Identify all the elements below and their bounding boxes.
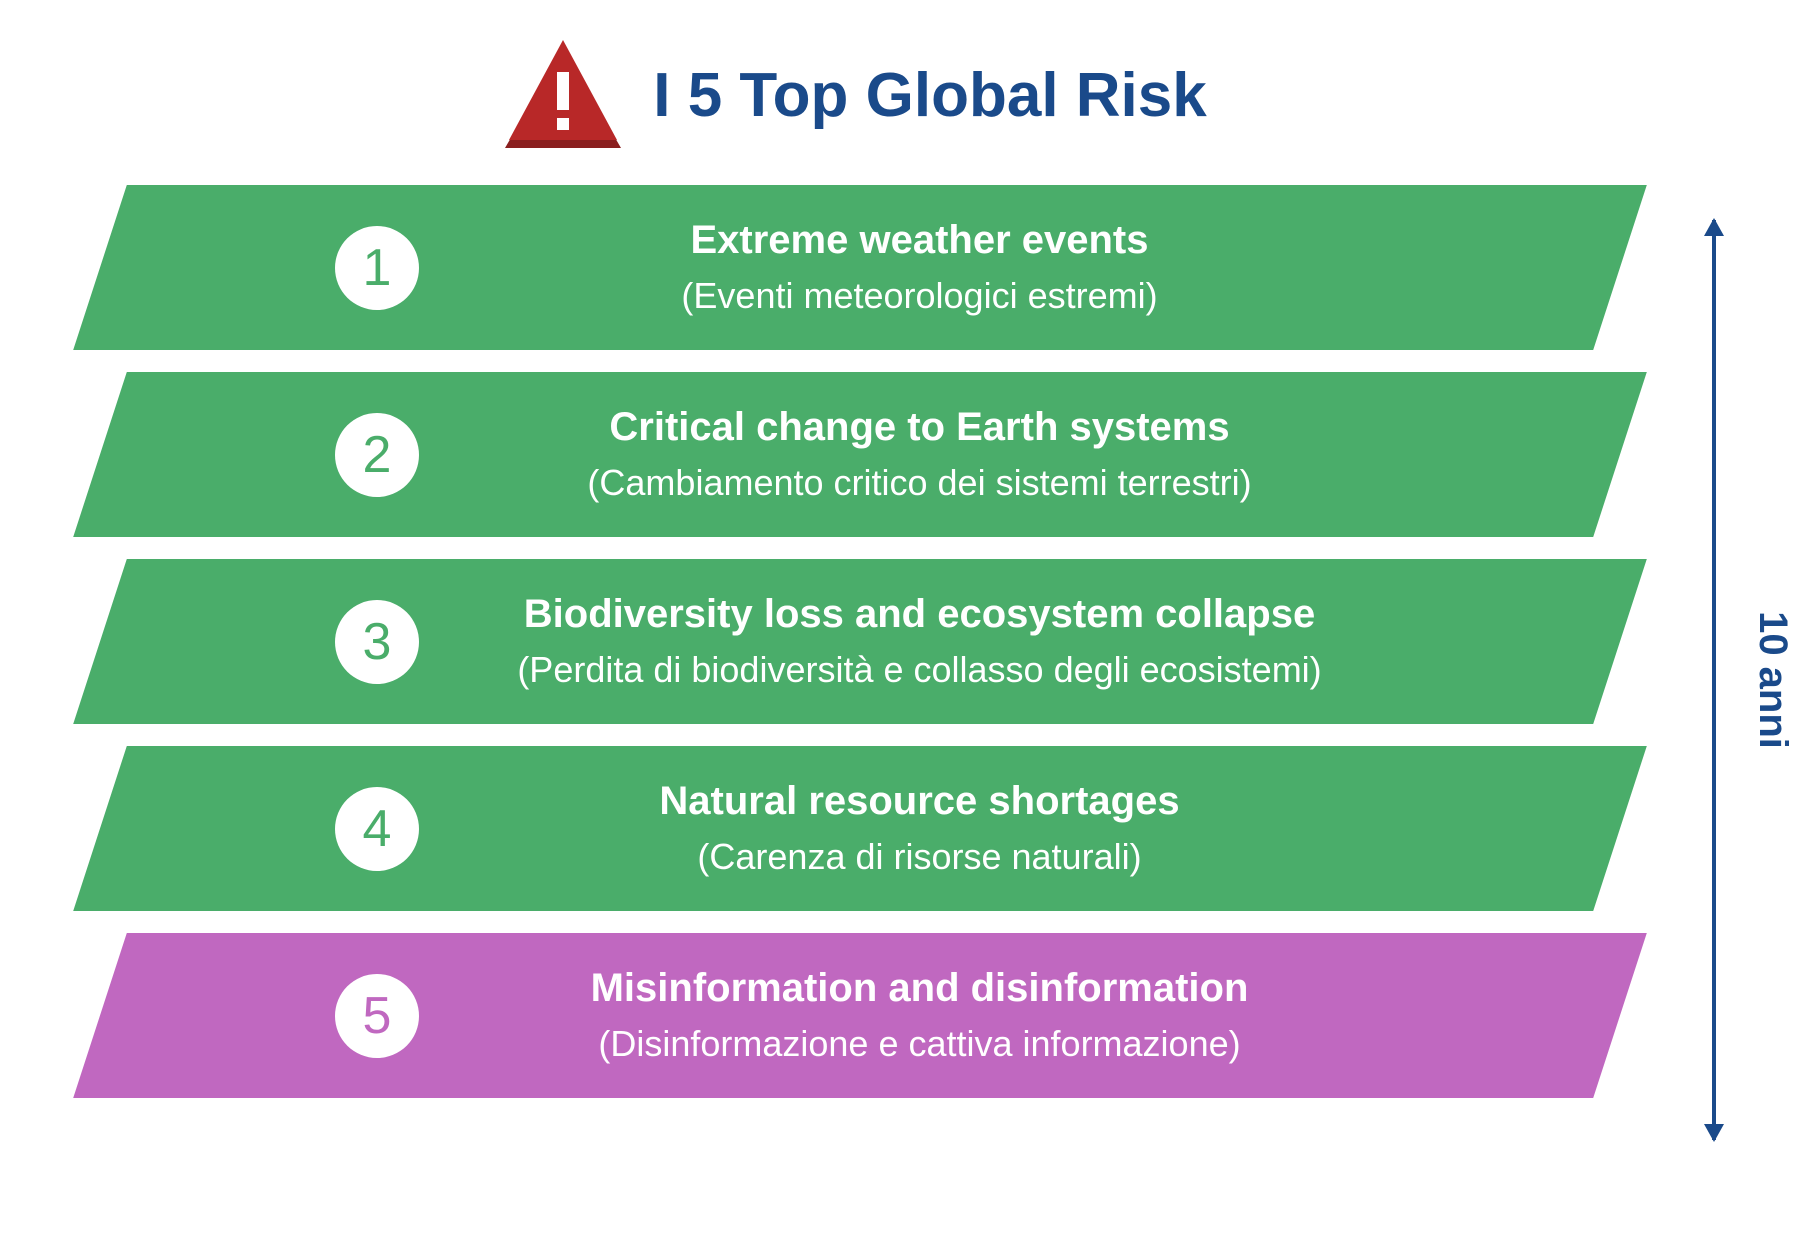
- timespan-label: 10 anni: [1750, 611, 1795, 749]
- arrow-down-icon: [1704, 1124, 1724, 1142]
- row-content: 5 Misinformation and disinformation (Disin…: [100, 933, 1620, 1098]
- risk-title-en: Biodiversity loss and ecosystem collapse: [524, 592, 1315, 637]
- risk-text: Critical change to Earth systems (Cambiam…: [419, 405, 1620, 504]
- row-content: 3Biodiversity loss and ecosystem collaps…: [100, 559, 1620, 724]
- rank-number: 3: [335, 600, 419, 684]
- infographic-container: I 5 Top Global Risk 1Extreme weather eve…: [0, 0, 1810, 1246]
- risk-title-it: (Cambiamento critico dei sistemi terrest…: [587, 462, 1251, 504]
- risk-title-en: Critical change to Earth systems: [609, 405, 1229, 450]
- row-content: 1 Extreme weather events (Eventi meteorolo…: [100, 185, 1620, 350]
- risk-title-en: Misinformation and disinformation: [591, 966, 1249, 1011]
- row-content: 2 Critical change to Earth systems (Cambia…: [100, 372, 1620, 537]
- rank-number: 4: [335, 787, 419, 871]
- risk-text: Extreme weather events (Eventi meteorolog…: [419, 218, 1620, 317]
- row-content: 4 Natural resource shortages (Carenza di r…: [100, 746, 1620, 911]
- risk-title-it: (Disinformazione e cattiva informazione): [598, 1023, 1240, 1065]
- risk-title-en: Extreme weather events: [690, 218, 1148, 263]
- risk-title-en: Natural resource shortages: [659, 779, 1179, 824]
- risk-title-it: (Perdita di biodiversità e collasso degl…: [517, 649, 1321, 691]
- rank-number: 1: [335, 226, 419, 310]
- page-title: I 5 Top Global Risk: [653, 60, 1207, 131]
- risk-title-it: (Eventi meteorologici estremi): [681, 275, 1157, 317]
- risk-row: 4 Natural resource shortages (Carenza di r…: [100, 746, 1620, 911]
- rank-number: 5: [335, 974, 419, 1058]
- risk-row: 5 Misinformation and disinformation (Disin…: [100, 933, 1620, 1098]
- risk-text: Natural resource shortages (Carenza di ri…: [419, 779, 1620, 878]
- risk-text: Misinformation and disinformation (Disinf…: [419, 966, 1620, 1065]
- risk-row: 1 Extreme weather events (Eventi meteorolo…: [100, 185, 1620, 350]
- risk-title-it: (Carenza di risorse naturali): [697, 836, 1141, 878]
- warning-icon: [503, 40, 623, 150]
- risk-list: 1 Extreme weather events (Eventi meteorolo…: [100, 185, 1620, 1098]
- rank-number: 2: [335, 413, 419, 497]
- risk-row: 3Biodiversity loss and ecosystem collaps…: [100, 559, 1620, 724]
- risk-row: 2 Critical change to Earth systems (Cambia…: [100, 372, 1620, 537]
- arrow-up-icon: [1704, 218, 1724, 236]
- header: I 5 Top Global Risk: [0, 40, 1750, 150]
- risk-text: Biodiversity loss and ecosystem collapse…: [419, 592, 1620, 691]
